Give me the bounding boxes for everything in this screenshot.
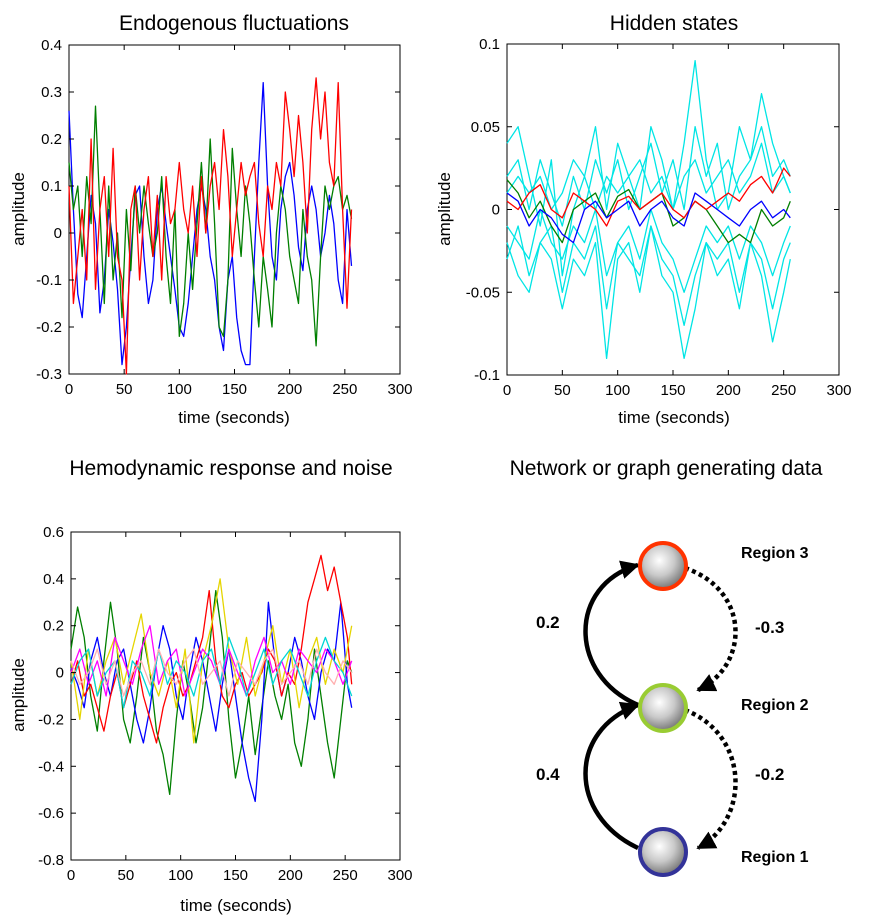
tick-layer: 0 50 100 150 200 250 300 -0.8 -0.6 -0.4 -0.2 0 0.2 0.… [38, 524, 412, 884]
weight-edge-0: 0.2 [536, 613, 560, 632]
chart-title: Hidden states [610, 12, 738, 35]
y-tick-label: 0.05 [471, 119, 500, 136]
label-region-3: Region 3 [741, 545, 809, 562]
edge-region3-to-region2 [684, 565, 738, 693]
y-axis-label: amplitude [435, 172, 454, 246]
x-tick-label: 0 [65, 381, 73, 398]
y-tick-label: 0.4 [43, 571, 64, 588]
x-tick-label: 200 [716, 382, 741, 399]
x-tick-label: 250 [332, 381, 357, 398]
series-line [68, 105, 353, 347]
network-title: Network or graph generating data [510, 457, 823, 480]
y-tick-label: -0.1 [36, 272, 62, 289]
x-tick-label: 150 [223, 867, 248, 884]
x-tick-label: 150 [222, 381, 247, 398]
x-tick-label: 150 [660, 382, 685, 399]
x-tick-label: 300 [387, 381, 412, 398]
y-tick-label: -0.8 [38, 852, 64, 869]
series-line [506, 167, 791, 227]
y-tick-label: -0.05 [466, 284, 500, 301]
y-axis-label: amplitude [9, 658, 28, 732]
y-axis-label: amplitude [9, 172, 28, 246]
y-tick-label: -0.1 [474, 367, 500, 384]
tick-layer: 0 50 100 150 200 250 300 -0.1 -0.05 0 0.05 0.1 [466, 36, 852, 399]
chart-endogenous-fluctuations: Endogenous fluctuations 0 50 100 150 200 250 3… [9, 12, 413, 427]
x-tick-label: 100 [605, 382, 630, 399]
weight-edge-1: -0.3 [755, 618, 784, 637]
x-tick-label: 50 [117, 867, 134, 884]
x-axis-label: time (seconds) [178, 408, 289, 427]
series-line [506, 225, 791, 327]
x-tick-label: 200 [278, 867, 303, 884]
x-axis-label: time (seconds) [180, 896, 291, 915]
y-tick-label: 0.2 [41, 131, 62, 148]
y-tick-label: 0.4 [41, 37, 62, 54]
chart-title: Endogenous fluctuations [119, 12, 349, 35]
y-tick-label: 0 [492, 202, 500, 219]
edge-region2-to-region1 [684, 707, 738, 850]
series-layer [68, 77, 353, 375]
chart-hidden-states: Hidden states 0 50 100 150 200 250 300 -0.1 -0.0… [435, 12, 852, 427]
y-tick-label: 0.2 [43, 618, 64, 635]
node-region-2 [638, 683, 688, 733]
x-tick-label: 0 [503, 382, 511, 399]
x-tick-label: 200 [277, 381, 302, 398]
x-tick-label: 50 [554, 382, 571, 399]
series-layer [506, 59, 791, 360]
y-tick-label: 0 [56, 665, 64, 682]
label-region-1: Region 1 [741, 849, 809, 866]
series-line [70, 636, 353, 709]
chart-hemodynamic-response: Hemodynamic response and noise 0 50 100 150… [9, 457, 413, 915]
node-region-1 [638, 827, 688, 877]
edge-region1-to-region2 [583, 701, 640, 851]
x-tick-label: 100 [168, 867, 193, 884]
y-tick-label: 0.6 [43, 524, 64, 541]
y-tick-label: 0.3 [41, 84, 62, 101]
x-tick-label: 50 [116, 381, 133, 398]
y-tick-label: -0.6 [38, 805, 64, 822]
series-line [68, 81, 353, 366]
tick-layer: 0 50 100 150 200 250 300 -0.3 -0.2 -0.1 0 0.1 0.2 0.3… [36, 37, 412, 398]
series-line [506, 142, 791, 211]
x-tick-label: 300 [387, 867, 412, 884]
series-line [506, 192, 791, 244]
y-tick-label: 0.1 [479, 36, 500, 53]
x-tick-label: 100 [167, 381, 192, 398]
y-tick-label: 0.1 [41, 178, 62, 195]
weight-edge-3: -0.2 [755, 765, 784, 784]
x-axis-label: time (seconds) [618, 408, 729, 427]
label-region-2: Region 2 [741, 697, 809, 714]
weight-edge-2: 0.4 [536, 765, 560, 784]
series-line [70, 648, 353, 697]
x-tick-label: 250 [333, 867, 358, 884]
series-layer [70, 554, 353, 803]
x-tick-label: 300 [826, 382, 851, 399]
series-line [68, 77, 353, 375]
y-tick-label: -0.2 [38, 711, 64, 728]
y-tick-label: 0 [54, 225, 62, 242]
chart-title: Hemodynamic response and noise [69, 457, 392, 480]
series-line [70, 601, 353, 803]
x-tick-label: 250 [771, 382, 796, 399]
y-tick-label: -0.3 [36, 366, 62, 383]
y-tick-label: -0.2 [36, 319, 62, 336]
series-line [506, 59, 791, 277]
y-tick-label: -0.4 [38, 758, 64, 775]
network-diagram: Network or graph generating data Region … [510, 457, 823, 877]
x-tick-label: 0 [67, 867, 75, 884]
node-region-3 [638, 541, 688, 591]
series-line [70, 625, 353, 697]
edge-region2-to-region3 [583, 560, 640, 708]
